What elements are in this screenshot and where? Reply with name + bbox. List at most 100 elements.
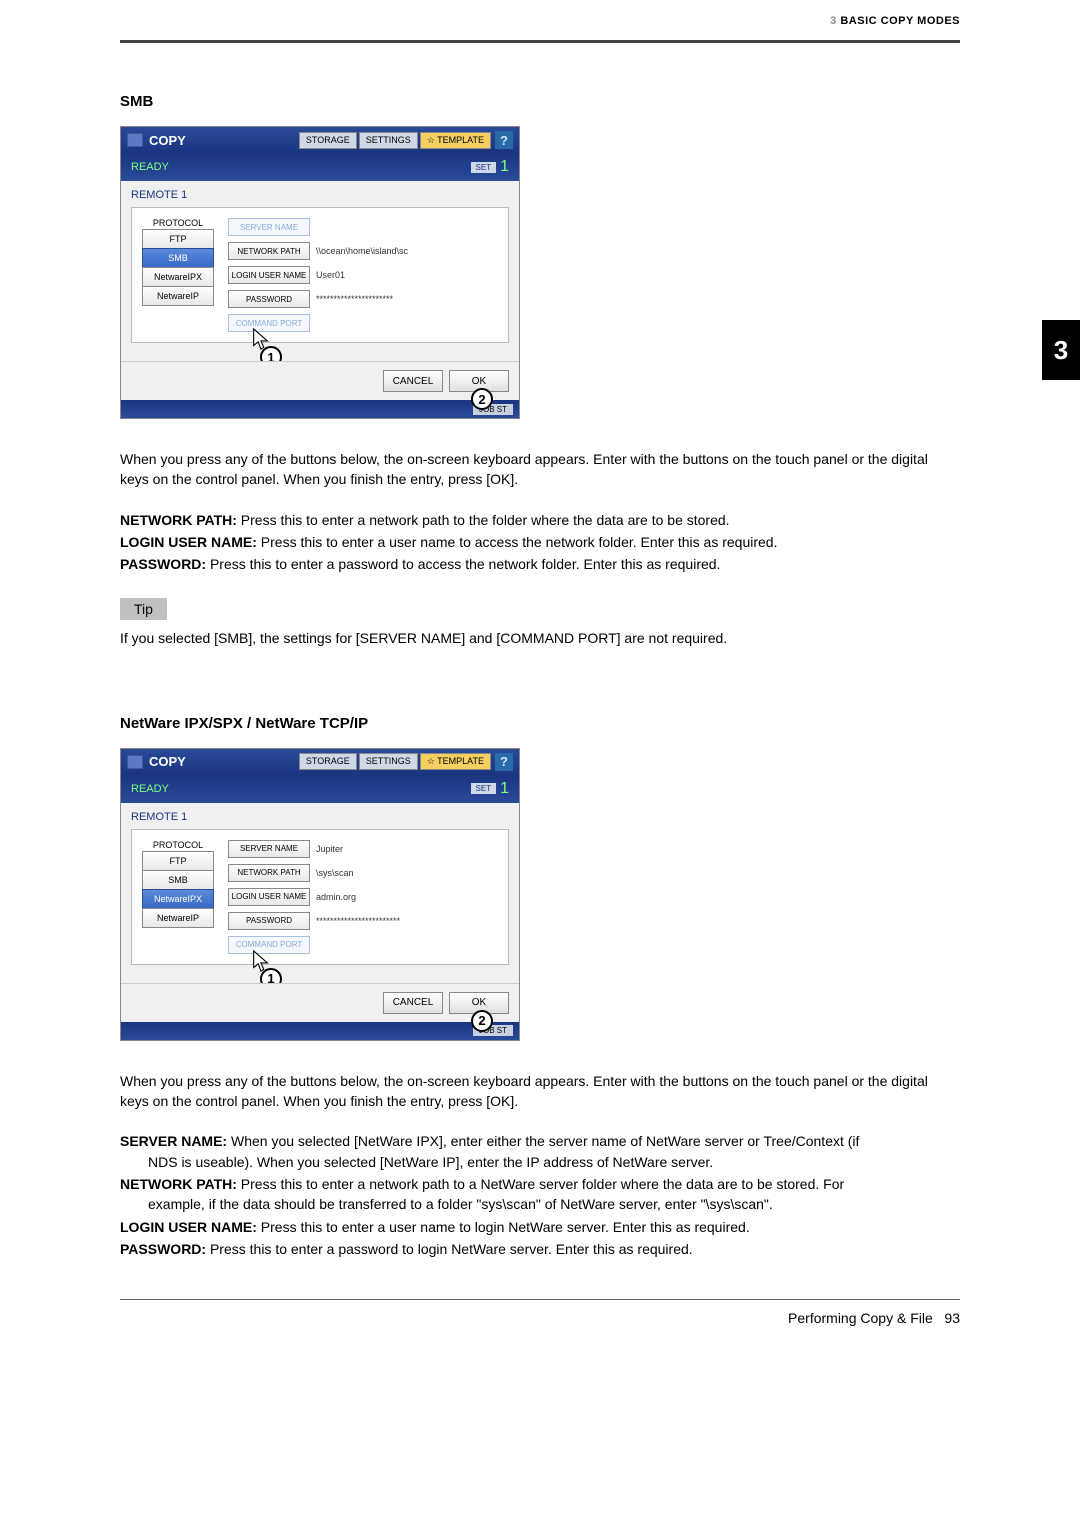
ss-panel: PROTOCOLFTPSMBNetwareIPXNetwareIP SERVER … — [131, 829, 509, 965]
field-val-loginUser: User01 — [316, 270, 345, 280]
copy-icon — [127, 755, 143, 769]
body-text-1: When you press any of the buttons below,… — [120, 449, 960, 490]
cancel-button[interactable]: CANCEL — [383, 992, 443, 1014]
def-text: When you selected [NetWare IPX], enter e… — [227, 1133, 859, 1149]
field-row-networkPath: NETWORK PATH \\ocean\home\island\sc — [228, 242, 408, 260]
def-cont: example, if the data should be transferr… — [120, 1194, 960, 1214]
tip-label: Tip — [120, 598, 167, 620]
def-label: PASSWORD: — [120, 556, 206, 572]
protocol-label: PROTOCOL — [142, 218, 214, 228]
footer-page: 93 — [944, 1310, 960, 1326]
cancel-button[interactable]: CANCEL — [383, 370, 443, 392]
header-rule: 3 BASIC COPY MODES — [120, 40, 960, 43]
side-chapter-tab: 3 — [1042, 320, 1080, 380]
header-label: 3 BASIC COPY MODES — [830, 15, 960, 27]
ss-header: COPYSTORAGESETTINGS☆ TEMPLATE? — [121, 749, 519, 775]
tab-template[interactable]: ☆ TEMPLATE — [420, 753, 491, 770]
field-row-networkPath: NETWORK PATH \sys\scan — [228, 864, 400, 882]
page-footer: Performing Copy & File 93 — [120, 1299, 960, 1326]
field-val-serverName: Jupiter — [316, 844, 343, 854]
chapter-num: 3 — [830, 15, 840, 27]
field-btn-serverName[interactable]: SERVER NAME — [228, 840, 310, 858]
ss-header: COPYSTORAGESETTINGS☆ TEMPLATE? — [121, 127, 519, 153]
set-badge: SET — [471, 162, 497, 173]
field-val-password: ************************ — [316, 916, 400, 926]
def-item: PASSWORD: Press this to enter a password… — [120, 1239, 960, 1259]
ss-header-tabs: STORAGESETTINGS☆ TEMPLATE — [299, 753, 491, 770]
tab-storage[interactable]: STORAGE — [299, 132, 357, 149]
field-btn-networkPath[interactable]: NETWORK PATH — [228, 864, 310, 882]
copy-count: 1 — [500, 780, 509, 798]
field-val-password: ********************** — [316, 294, 393, 304]
def-text: Press this to enter a password to login … — [206, 1241, 693, 1257]
def-label: LOGIN USER NAME: — [120, 1219, 257, 1235]
fields-col: SERVER NAME Jupiter NETWORK PATH \sys\scan L… — [228, 840, 400, 954]
proto-btn-ftp[interactable]: FTP — [142, 229, 214, 249]
field-val-loginUser: admin.org — [316, 892, 356, 902]
set-badge: SET — [471, 783, 497, 794]
def-label: LOGIN USER NAME: — [120, 534, 257, 550]
def-label: PASSWORD: — [120, 1241, 206, 1257]
def-item: PASSWORD: Press this to enter a password… — [120, 554, 960, 574]
field-btn-loginUser[interactable]: LOGIN USER NAME — [228, 266, 310, 284]
ss-footer: CANCELOK — [121, 361, 519, 400]
field-btn-password[interactable]: PASSWORD — [228, 290, 310, 308]
tab-storage[interactable]: STORAGE — [299, 753, 357, 770]
def-list-1: NETWORK PATH: Press this to enter a netw… — [120, 510, 960, 575]
def-item: LOGIN USER NAME: Press this to enter a u… — [120, 532, 960, 552]
def-item: SERVER NAME: When you selected [NetWare … — [120, 1131, 960, 1172]
def-list-2: SERVER NAME: When you selected [NetWare … — [120, 1131, 960, 1259]
field-row-password: PASSWORD ********************** — [228, 290, 408, 308]
protocol-label: PROTOCOL — [142, 840, 214, 850]
proto-btn-smb[interactable]: SMB — [142, 870, 214, 890]
proto-btn-nwip[interactable]: NetwareIP — [142, 286, 214, 306]
section-title-netware: NetWare IPX/SPX / NetWare TCP/IP — [120, 715, 960, 732]
ss-body: REMOTE 1 PROTOCOLFTPSMBNetwareIPXNetwareI… — [121, 803, 519, 983]
def-item: NETWORK PATH: Press this to enter a netw… — [120, 510, 960, 530]
ss-body: REMOTE 1PROTOCOLFTPSMBNetwareIPXNetwareI… — [121, 181, 519, 361]
field-btn-serverName: SERVER NAME — [228, 218, 310, 236]
field-btn-password[interactable]: PASSWORD — [228, 912, 310, 930]
callout-2: 2 — [471, 388, 493, 410]
def-text: Press this to enter a network path to a … — [237, 1176, 844, 1192]
field-btn-networkPath[interactable]: NETWORK PATH — [228, 242, 310, 260]
field-row-loginUser: LOGIN USER NAME User01 — [228, 266, 408, 284]
def-label: NETWORK PATH: — [120, 1176, 237, 1192]
field-row-serverName: SERVER NAME — [228, 218, 408, 236]
fields-col: SERVER NAME NETWORK PATH \\ocean\home\isla… — [228, 218, 408, 332]
tab-template[interactable]: ☆ TEMPLATE — [420, 132, 491, 149]
protocol-col: PROTOCOLFTPSMBNetwareIPXNetwareIP — [142, 218, 214, 332]
def-label: NETWORK PATH: — [120, 512, 237, 528]
remote-label: REMOTE 1 — [131, 811, 509, 823]
proto-btn-nwip[interactable]: NetwareIP — [142, 908, 214, 928]
field-val-networkPath: \sys\scan — [316, 868, 354, 878]
proto-btn-nwipx[interactable]: NetwareIPX — [142, 889, 214, 909]
help-icon[interactable]: ? — [495, 131, 513, 149]
tab-settings[interactable]: SETTINGS — [359, 132, 418, 149]
field-val-networkPath: \\ocean\home\island\sc — [316, 246, 408, 256]
ss-status: READYSET1 — [121, 153, 519, 181]
ss-bottom-bar: JOB ST2 — [121, 400, 519, 418]
proto-btn-smb[interactable]: SMB — [142, 248, 214, 268]
copy-count: 1 — [500, 158, 509, 176]
def-label: SERVER NAME: — [120, 1133, 227, 1149]
ss-status: READY SET1 — [121, 775, 519, 803]
chapter-title: BASIC COPY MODES — [840, 15, 960, 27]
def-text: Press this to enter a network path to th… — [237, 512, 730, 528]
ss-footer: CANCELOK — [121, 983, 519, 1022]
section-title-smb: SMB — [120, 93, 960, 110]
proto-btn-nwipx[interactable]: NetwareIPX — [142, 267, 214, 287]
field-row-serverName: SERVER NAME Jupiter — [228, 840, 400, 858]
ss-panel: PROTOCOLFTPSMBNetwareIPXNetwareIPSERVER … — [131, 207, 509, 343]
field-btn-loginUser[interactable]: LOGIN USER NAME — [228, 888, 310, 906]
def-item: LOGIN USER NAME: Press this to enter a u… — [120, 1217, 960, 1237]
body-text-2: When you press any of the buttons below,… — [120, 1071, 960, 1112]
help-icon[interactable]: ? — [495, 753, 513, 771]
status-text: READY — [131, 783, 169, 795]
proto-btn-ftp[interactable]: FTP — [142, 851, 214, 871]
ss-header-tabs: STORAGESETTINGS☆ TEMPLATE — [299, 132, 491, 149]
tab-settings[interactable]: SETTINGS — [359, 753, 418, 770]
status-right: SET1 — [471, 158, 509, 176]
def-cont: NDS is useable). When you selected [NetW… — [120, 1152, 960, 1172]
screenshot: COPYSTORAGESETTINGS☆ TEMPLATE?READYSET1R… — [120, 126, 520, 419]
